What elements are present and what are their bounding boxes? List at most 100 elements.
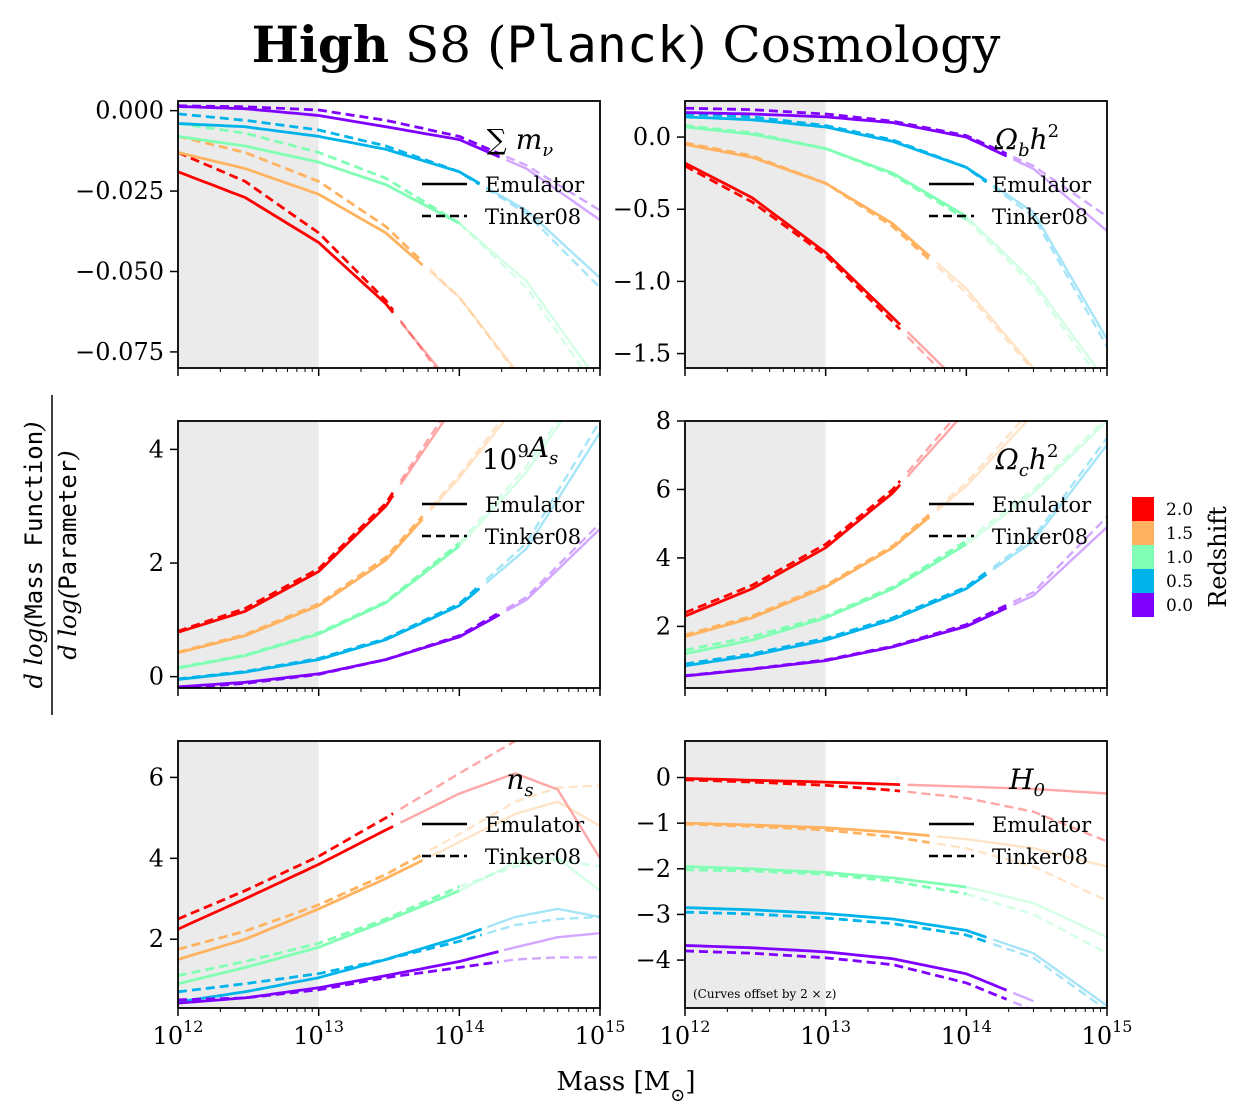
series-z2-emulator-extrapolated (399, 320, 440, 368)
series-z1-emulator-extrapolated (965, 215, 1098, 368)
y-tick-label: 4 (149, 435, 164, 463)
y-tick-label: 0 (149, 663, 164, 691)
y-tick-label: 0.000 (95, 97, 164, 125)
series-z0.5-emulator (685, 573, 988, 668)
series-z0.5-tinker08-extrapolated (485, 187, 600, 289)
series-z2-emulator (685, 777, 901, 786)
legend-tinker08-label: Tinker08 (992, 845, 1088, 869)
series-z2-emulator-extrapolated (399, 421, 446, 486)
series-z1-tinker08-extrapolated (458, 859, 600, 888)
panel-frame (684, 740, 1108, 1009)
y-tick-label: −0.050 (75, 257, 164, 285)
legend: Emulator Tinker08 (422, 173, 585, 229)
series-z1.5-emulator-extrapolated (936, 261, 1035, 368)
parameter-label: Ωch2 (995, 441, 1059, 481)
series-z2-tinker08-extrapolated (399, 421, 442, 482)
series-z1.5-tinker08 (685, 141, 931, 261)
series-z1-emulator-extrapolated (966, 885, 1107, 939)
series-z2-tinker08 (685, 778, 901, 793)
series-z0.5-emulator-extrapolated (992, 938, 1107, 1007)
panel-frame (177, 740, 601, 1009)
x-tick-label: 1013 (800, 1017, 851, 1050)
series-z1.5-emulator (178, 518, 424, 655)
series-z1-emulator (685, 543, 968, 656)
series-z2-emulator (178, 825, 394, 931)
series-z0-tinker08 (178, 104, 501, 156)
series-z1-tinker08 (178, 885, 460, 977)
curves (178, 104, 600, 368)
series-z2-tinker08-extrapolated (399, 741, 516, 811)
y-axis-label: d log(Mass Function) d log(Parameter) (20, 395, 82, 715)
series-z0-tinker08-extrapolated (505, 155, 600, 212)
series-z1.5-tinker08 (178, 515, 424, 654)
series-z1-tinker08 (685, 124, 968, 221)
series-z0.5-tinker08-extrapolated (485, 421, 600, 581)
y-tick-label: −0.075 (75, 338, 164, 366)
series-z0.5-tinker08 (178, 112, 481, 186)
series-z2-tinker08 (685, 479, 902, 614)
colorbar: 2.0 1.5 1.0 0.5 0.0 (1132, 497, 1193, 617)
series-z0-tinker08-extrapolated (503, 956, 600, 963)
offset-note: (Curves offset by 2 × z) (693, 987, 836, 1001)
series-z0.5-tinker08-extrapolated (486, 915, 600, 935)
series-z1-tinker08-extrapolated (965, 421, 1106, 542)
series-z0-emulator-extrapolated (1012, 526, 1107, 606)
series-z1-emulator (178, 135, 460, 225)
series-z1.5-tinker08-extrapolated (429, 784, 600, 852)
series-z1.5-tinker08-extrapolated (936, 421, 1023, 509)
title-end: ) Cosmology (687, 16, 1001, 74)
series-z0.5-emulator-extrapolated (992, 184, 1107, 340)
series-z1-emulator-extrapolated (458, 421, 563, 547)
series-z2-tinker08 (178, 491, 395, 633)
series-z0-emulator-extrapolated (1012, 991, 1034, 1003)
series-z0.5-emulator-extrapolated (485, 186, 600, 279)
series-z1-emulator-extrapolated (965, 421, 1107, 546)
panel-n_s: 1012 1013 1014 1015 2 4 6 ns Emulator Tinker08 (149, 740, 626, 1050)
series-z1.5-emulator (685, 821, 930, 838)
legend-tinker08-label: Tinker08 (485, 205, 581, 229)
series-z0.5-tinker08-extrapolated (992, 186, 1107, 347)
series-z1-tinker08-extrapolated (965, 892, 1107, 955)
panels: 0.000−0.025−0.050−0.075∑ mνEmulatorTinke… (75, 97, 1132, 1050)
series-z0.5-tinker08 (178, 584, 481, 681)
series-z2-tinker08-extrapolated (906, 335, 940, 368)
series-z1-tinker08 (685, 539, 968, 652)
curves (178, 741, 600, 1005)
legend-tinker08-label: Tinker08 (992, 525, 1088, 549)
series-z1-emulator-extrapolated (458, 222, 590, 368)
title-mono: Planck (507, 16, 688, 74)
series-z1.5-tinker08-extrapolated (936, 842, 1107, 902)
series-z2-emulator-extrapolated (907, 783, 1107, 795)
y-tick-label: −1.0 (613, 267, 671, 295)
y-tick-label: 2 (656, 612, 671, 640)
ylabel-numerator: d log(Mass Function) (20, 421, 48, 688)
y-tick-label: 0 (656, 764, 671, 792)
series-z0-emulator-extrapolated (505, 528, 600, 613)
colorbar-level-label: 1.0 (1166, 548, 1193, 568)
series-z0-tinker08-extrapolated (1012, 1000, 1032, 1008)
series-z0-emulator-extrapolated (1012, 158, 1107, 232)
curves (685, 777, 1107, 1008)
panel-H0: 1012 1013 1014 1015 0 −1 −2 −3 −4 H0 Emulator Tinke… (636, 740, 1132, 1050)
series-z2-emulator-extrapolated (399, 772, 600, 859)
y-tick-label: −0.025 (75, 177, 164, 205)
series-z2-tinker08-extrapolated (399, 319, 438, 368)
series-z1-tinker08 (685, 868, 967, 896)
colorbar-level-label: 2.0 (1166, 500, 1193, 520)
colorbar-level-label: 0.0 (1166, 596, 1193, 616)
series-z1.5-tinker08 (178, 853, 424, 951)
legend-emulator-label: Emulator (485, 813, 585, 837)
series-z2-tinker08 (178, 812, 394, 921)
series-z0-tinker08 (178, 611, 501, 688)
series-z1.5-tinker08 (178, 135, 424, 263)
series-z2-emulator (178, 170, 395, 314)
series-z1-tinker08-extrapolated (458, 222, 584, 368)
y-tick-label: −1.5 (613, 340, 671, 368)
y-tick-label: 8 (656, 407, 671, 435)
series-z0-tinker08 (685, 603, 1008, 678)
x-tick-label: 1015 (575, 1017, 626, 1050)
series-z1.5-emulator-extrapolated (429, 270, 516, 368)
y-tick-label: 6 (149, 763, 164, 791)
parameter-label: ∑ mν (487, 123, 553, 161)
